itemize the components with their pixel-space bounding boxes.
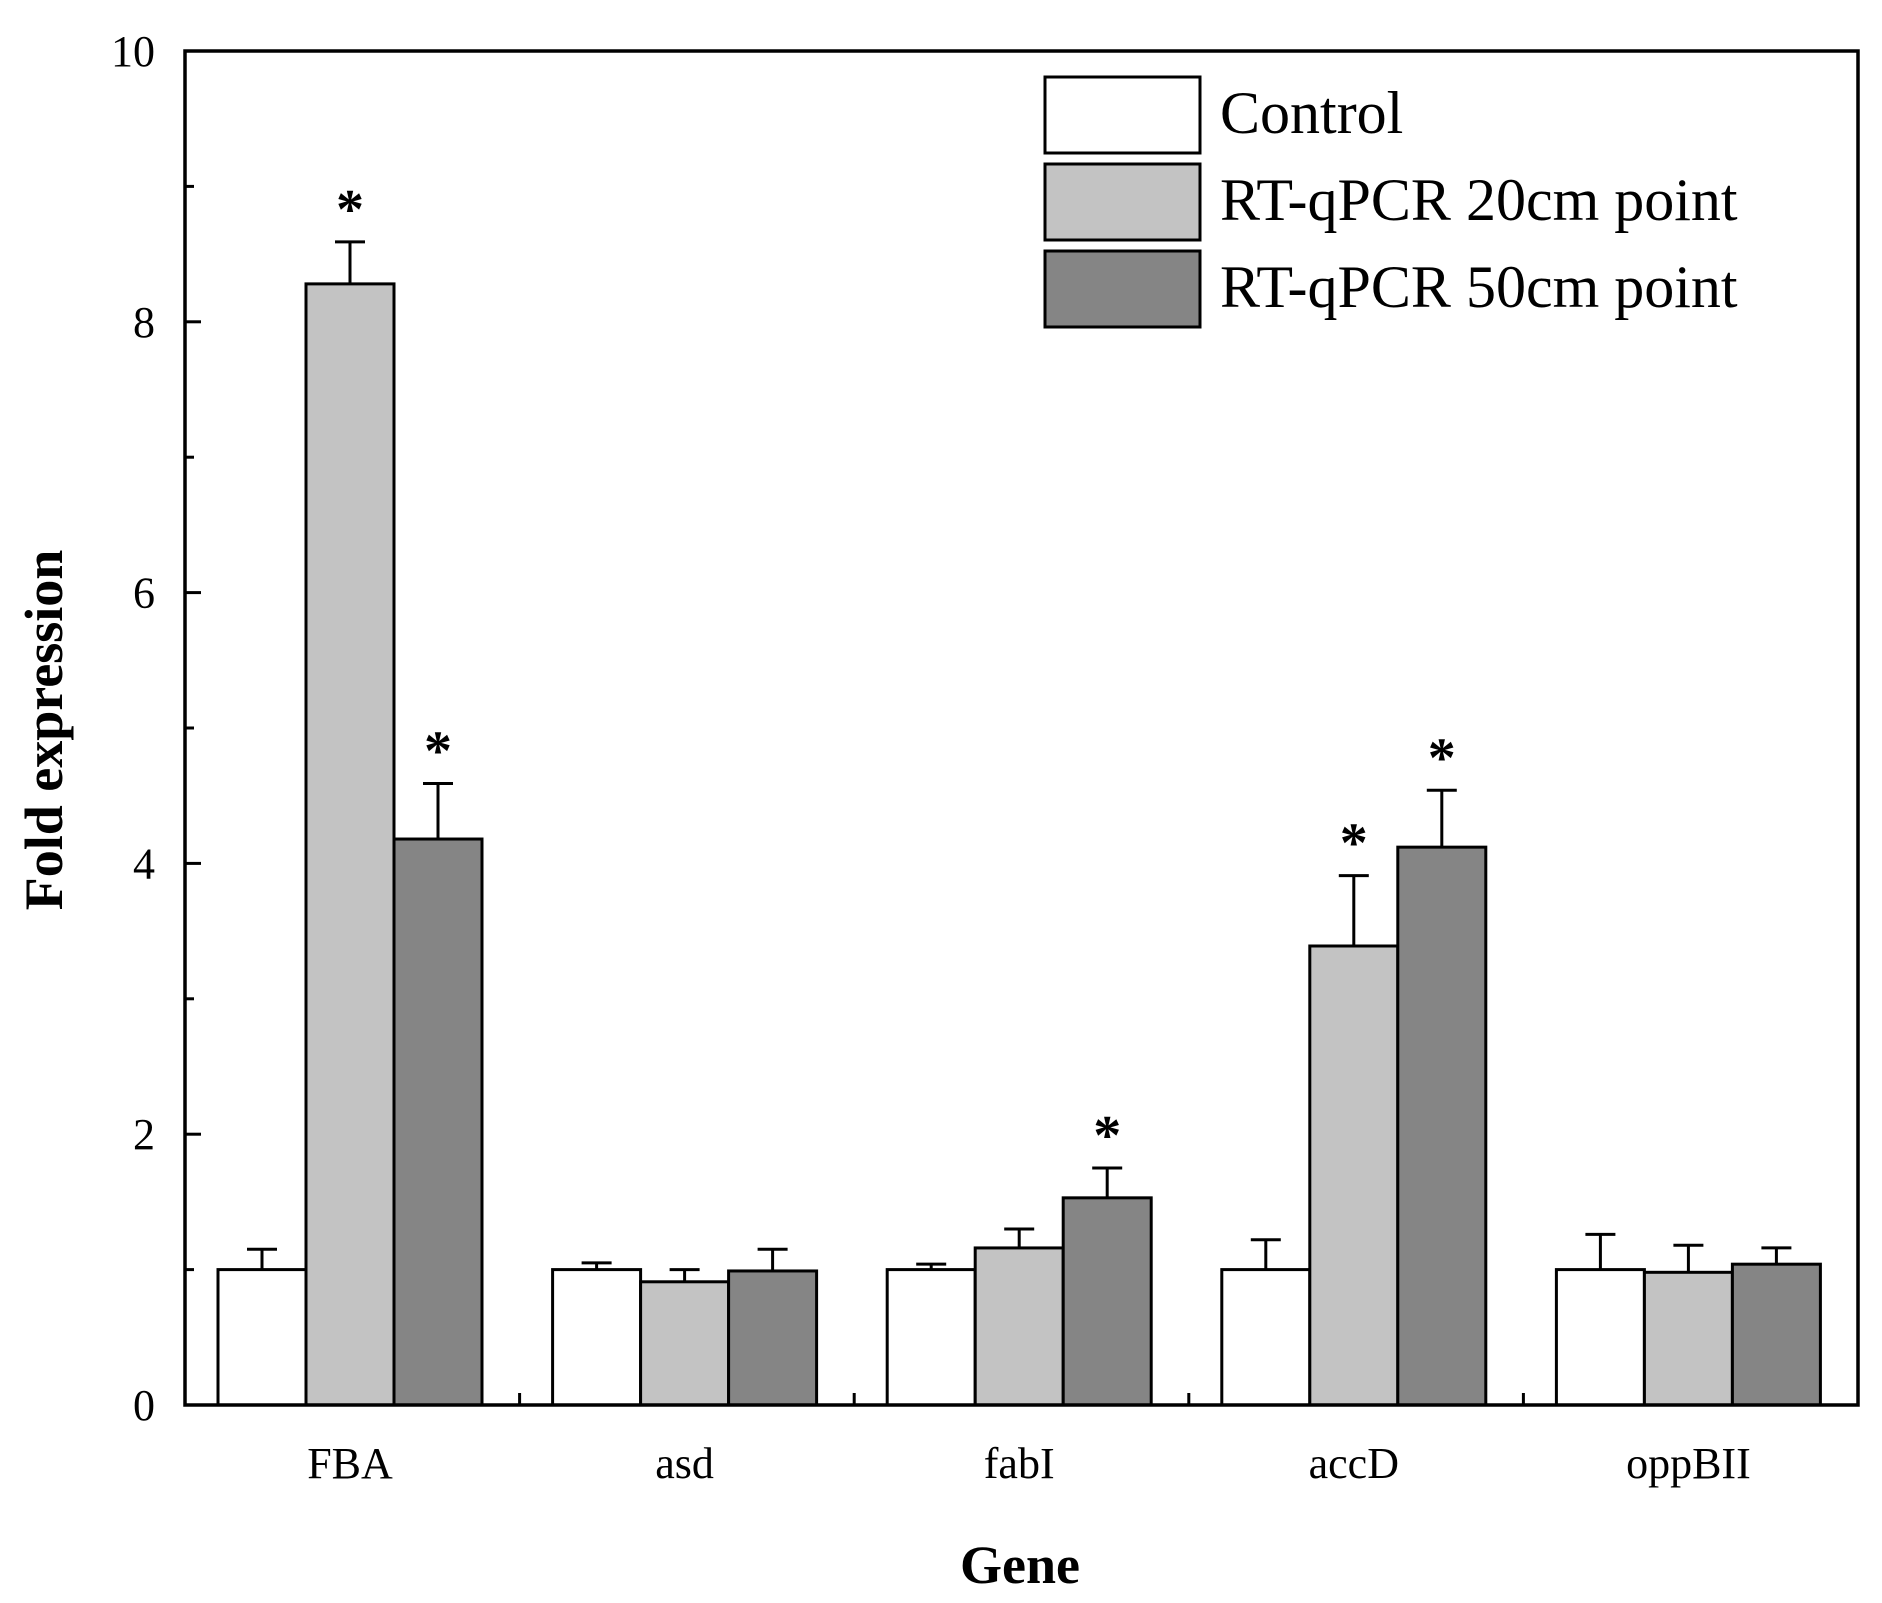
- legend-swatch: [1043, 75, 1202, 155]
- bar-rt-qpcr-20cm-point-asd: [639, 1280, 731, 1407]
- y-tick-label: 2: [133, 1110, 155, 1159]
- bar-rt-qpcr-20cm-point-fabi: [973, 1246, 1065, 1407]
- bar-rt-qpcr-20cm-point-accd: [1308, 944, 1400, 1407]
- significance-marker: *: [1340, 813, 1368, 875]
- bar-control-accd: [1220, 1268, 1312, 1407]
- y-tick-label: 6: [133, 569, 155, 618]
- legend: Control RT-qPCR 20cm point RT-qPCR 50cm po…: [1043, 75, 1738, 329]
- bar-control-asd: [551, 1268, 643, 1407]
- bar-control-fabi: [885, 1268, 977, 1407]
- y-tick-label: 0: [133, 1381, 155, 1430]
- significance-marker: *: [336, 179, 364, 241]
- legend-swatch: [1043, 162, 1202, 242]
- y-tick-label: 10: [111, 27, 155, 76]
- legend-label: RT-qPCR 20cm point: [1220, 167, 1738, 233]
- bar-rt-qpcr-50cm-point-fabi: [1061, 1196, 1153, 1407]
- axes-layer: 0 2 4 6 8 10 FBA asd fabI accD oppBII: [111, 27, 1860, 1488]
- x-tick-label: fabI: [984, 1439, 1055, 1488]
- x-tick-label: FBA: [307, 1439, 393, 1488]
- legend-label: RT-qPCR 50cm point: [1220, 254, 1738, 320]
- bars-layer: * * * * *: [216, 179, 1822, 1407]
- bar-rt-qpcr-20cm-point-oppbii: [1642, 1270, 1734, 1407]
- significance-marker: *: [1428, 727, 1456, 789]
- x-tick-label: oppBII: [1626, 1439, 1751, 1488]
- x-axis-title: Gene: [960, 1535, 1080, 1595]
- bar-rt-qpcr-50cm-point-asd: [727, 1269, 819, 1407]
- bar-control-oppbii: [1554, 1268, 1646, 1407]
- bar-control-fba: [216, 1268, 308, 1407]
- legend-label: Control: [1220, 80, 1403, 146]
- y-axis-title: Fold expression: [14, 550, 74, 911]
- y-tick-label: 4: [133, 839, 155, 888]
- bar-rt-qpcr-50cm-point-fba: [392, 837, 484, 1407]
- x-tick-label: asd: [655, 1439, 714, 1488]
- x-tick-label: accD: [1309, 1439, 1399, 1488]
- significance-marker: *: [424, 721, 452, 783]
- y-tick-label: 8: [133, 298, 155, 347]
- bar-rt-qpcr-50cm-point-accd: [1396, 845, 1488, 1407]
- significance-marker: *: [1093, 1105, 1121, 1167]
- bar-rt-qpcr-20cm-point-fba: [304, 282, 396, 1407]
- bar-rt-qpcr-50cm-point-oppbii: [1730, 1262, 1822, 1407]
- legend-swatch: [1043, 249, 1202, 329]
